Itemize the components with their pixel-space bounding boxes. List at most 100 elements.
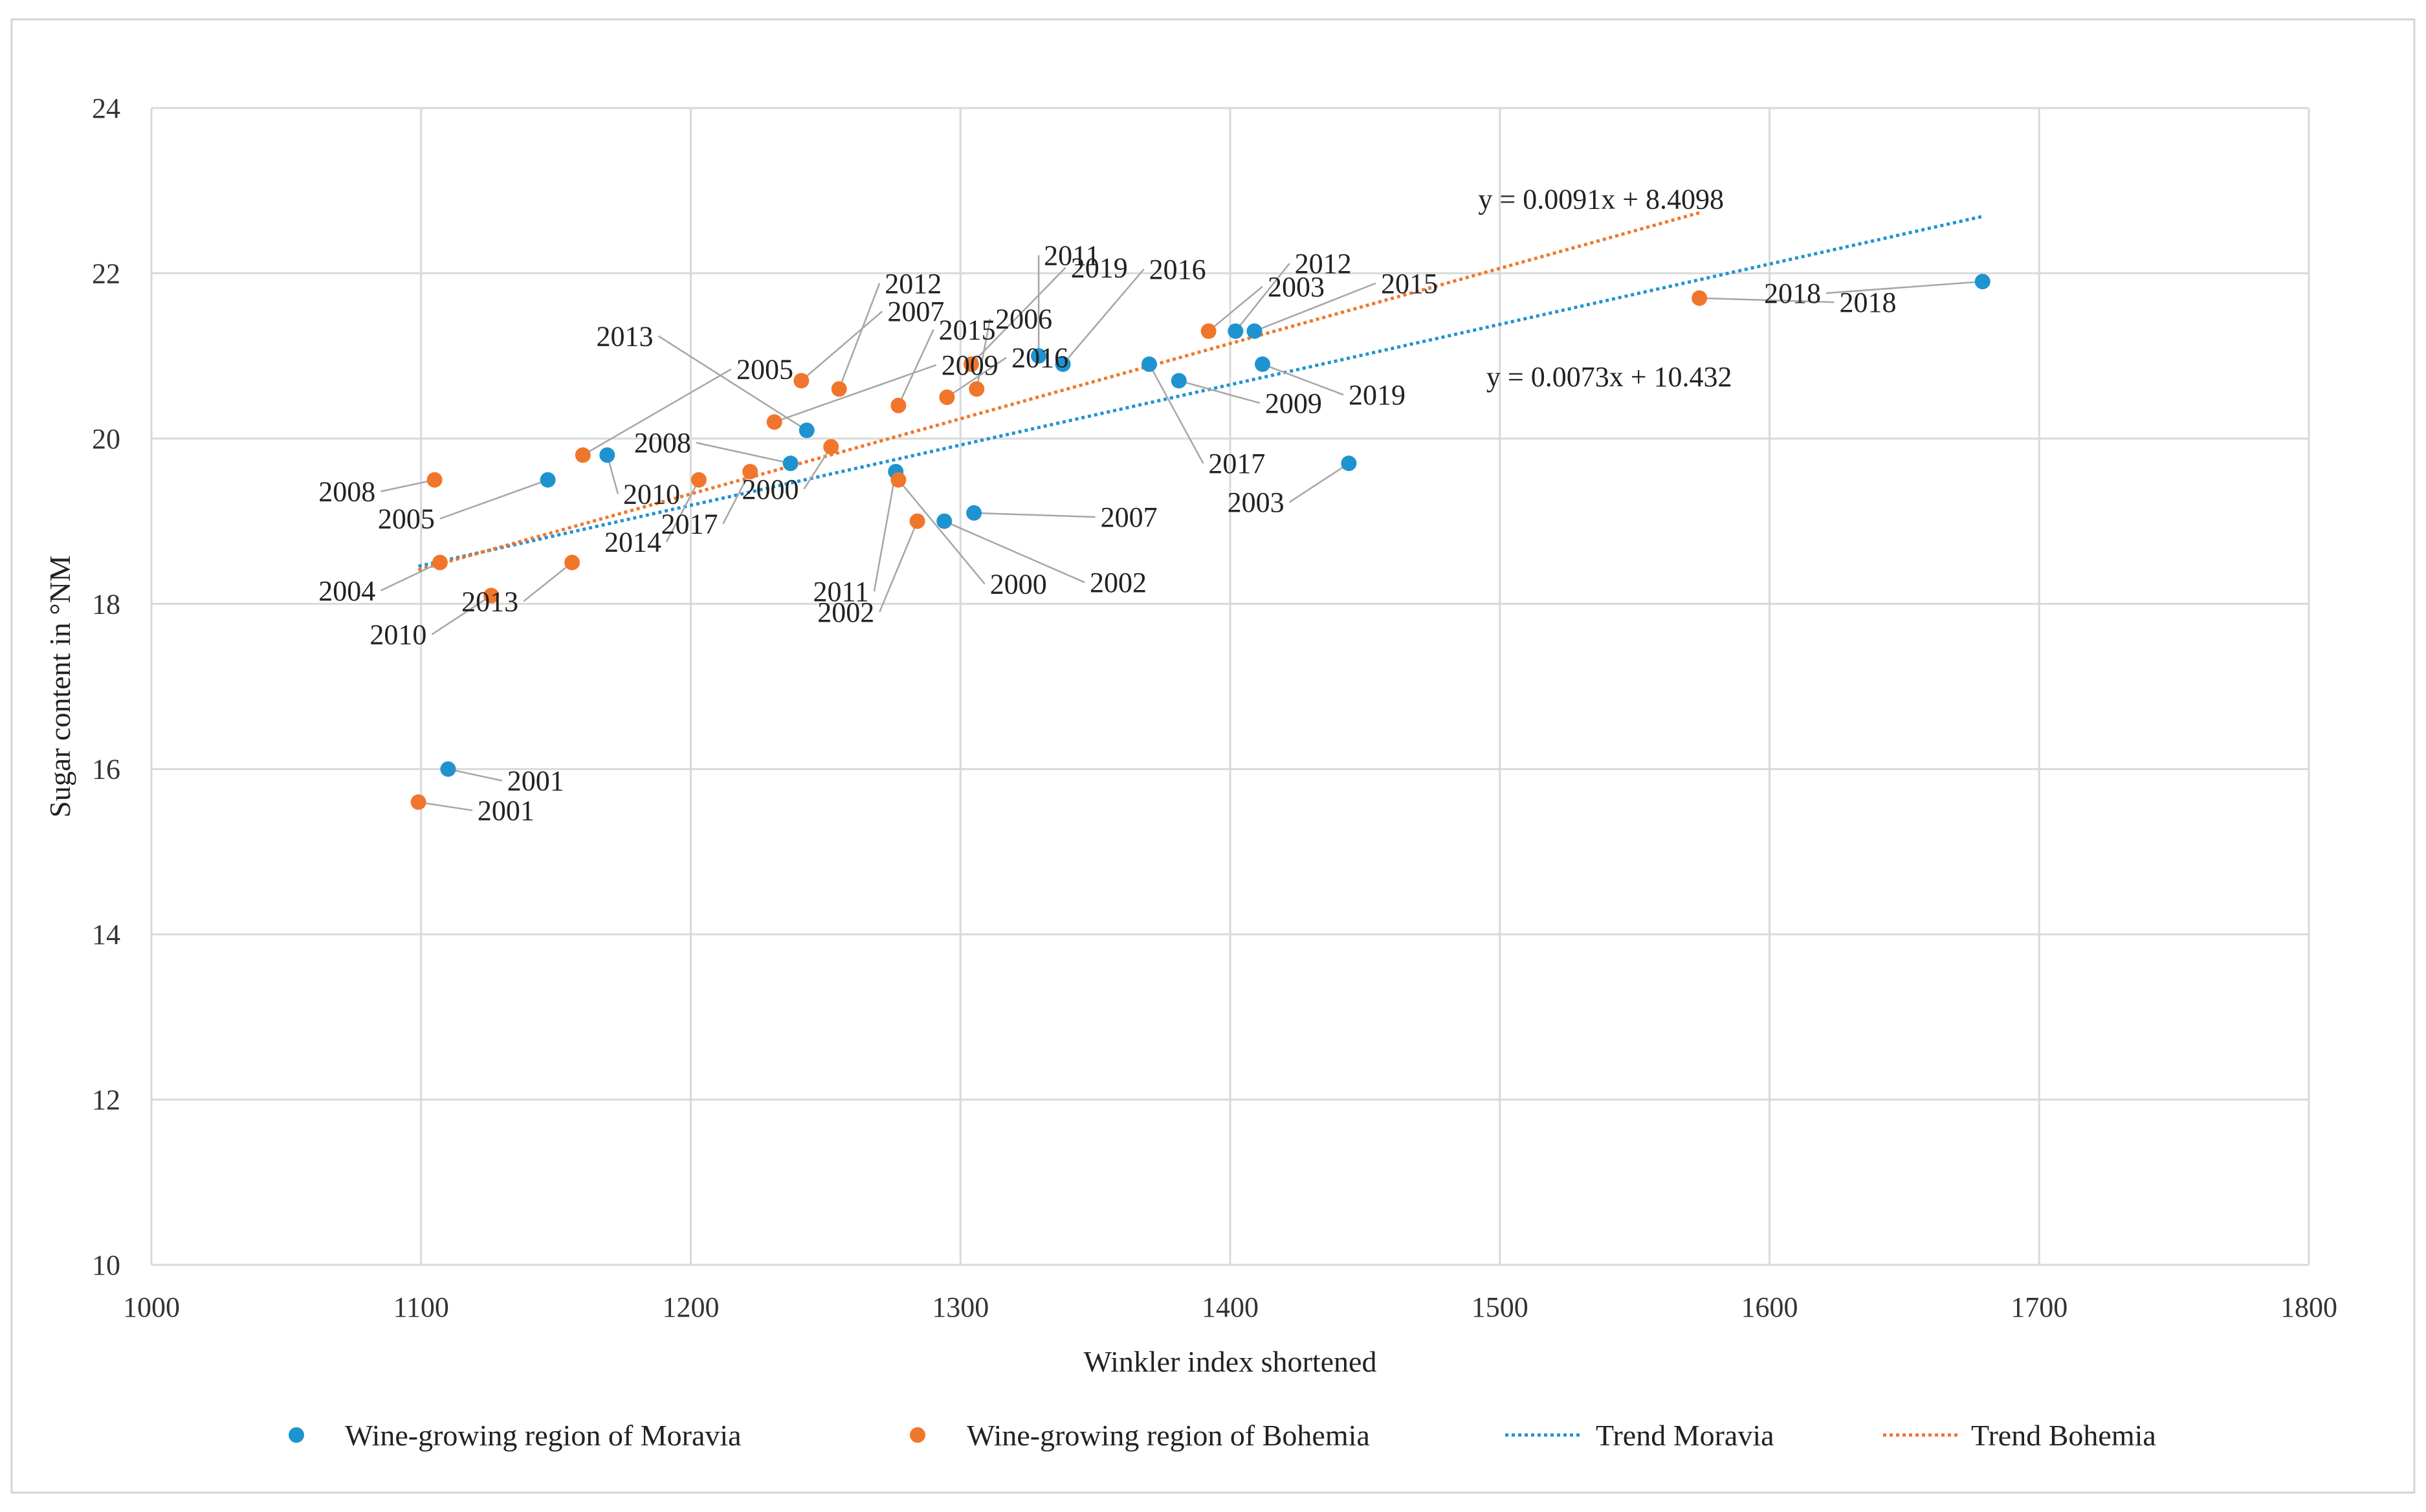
leader-line-moravia [1289,463,1350,503]
y-tick-label: 10 [92,1249,120,1281]
x-axis-title: Winkler index shortened [1084,1345,1377,1378]
x-tick-label: 1600 [1741,1291,1798,1323]
point-label-moravia: 2007 [1101,501,1158,533]
x-tick-label: 1400 [1202,1291,1259,1323]
leader-line-bohemia [898,329,934,406]
gridlines [150,107,2310,1266]
leader-line-bohemia [879,521,918,613]
leader-line-moravia [1148,364,1204,464]
point-label-bohemia: 2002 [817,597,874,628]
data-point-bohemia [564,554,580,571]
leader-line-bohemia [800,311,883,382]
point-label-bohemia: 2012 [885,268,942,300]
point-label-moravia: 2019 [1349,379,1406,411]
data-point-moravia [1141,356,1157,372]
leader-line-moravia [1825,280,1983,294]
point-label-bohemia: 2008 [318,476,375,508]
data-point-bohemia [963,356,979,372]
point-label-moravia: 2002 [1090,567,1147,598]
leader-line-bohemia [1207,285,1263,332]
point-label-bohemia: 2003 [1268,271,1325,303]
x-tick-label: 1700 [2011,1291,2068,1323]
point-label-moravia: 2017 [1208,448,1265,479]
point-label-bohemia: 2019 [1071,252,1128,283]
x-tick-label: 1200 [663,1291,720,1323]
data-point-moravia [440,761,456,777]
leader-line-moravia [873,471,897,592]
point-label-bohemia: 2009 [942,349,998,381]
data-point-moravia [1228,323,1244,339]
y-tick-label: 16 [92,754,120,785]
leader-line-moravia [1262,363,1344,396]
point-label-moravia: 2013 [596,320,653,352]
y-tick-label: 24 [92,93,120,124]
x-tick-label: 1000 [123,1291,180,1323]
data-point-bohemia [890,472,907,488]
leader-line-bohemia [946,356,1007,399]
point-label-moravia: 2015 [1381,268,1438,300]
leader-line-bohemia [380,479,435,492]
data-point-bohemia [426,472,443,488]
x-tick-label: 1100 [393,1291,449,1323]
point-label-bohemia: 2004 [318,575,375,607]
point-label-bohemia: 2015 [939,314,996,345]
legend: Wine-growing region of Moravia Wine-growi… [289,1419,2156,1452]
point-label-moravia: 2008 [634,427,691,459]
data-point-bohemia [793,373,810,389]
legend-label: Wine-growing region of Moravia [345,1419,742,1452]
data-point-moravia [1246,323,1263,339]
leader-line-bohemia [1699,297,1835,303]
data-point-bohemia [831,381,847,397]
data-points [410,274,1990,810]
point-label-moravia: 2001 [507,765,564,797]
leader-line-bohemia [722,471,751,524]
data-point-bohemia [410,794,426,810]
legend-marker-moravia [289,1427,304,1443]
data-point-moravia [1055,356,1071,372]
leader-line-moravia [448,768,503,782]
y-axis-title: Sugar content in °NM [43,555,76,818]
data-point-moravia [1341,455,1357,472]
point-label-bohemia: 2016 [1011,342,1068,374]
data-point-moravia [599,447,615,463]
point-label-moravia: 2003 [1228,487,1285,518]
legend-label: Wine-growing region of Bohemia [967,1419,1370,1452]
legend-marker-bohemia [910,1427,925,1443]
data-point-bohemia [432,554,448,571]
trend-equation-moravia: y = 0.0073x + 10.432 [1486,361,1732,393]
data-point-bohemia [890,397,907,413]
trend-equation-bohemia: y = 0.0091x + 8.4098 [1478,183,1724,215]
point-label-bohemia: 2000 [742,474,799,505]
leader-line-moravia [657,335,808,432]
data-point-moravia [1255,356,1271,372]
data-point-moravia [936,513,953,529]
chart-border [10,18,2416,1494]
leader-line-moravia [1178,380,1261,404]
data-point-moravia [1031,348,1047,364]
trendline-moravia [418,215,1983,568]
leader-line-bohemia [582,368,732,456]
x-tick-label: 1500 [1472,1291,1528,1323]
leader-line-moravia [696,442,791,465]
leader-line-bohemia [431,595,492,635]
point-label-moravia: 2016 [1149,254,1206,285]
leader-line-bohemia [380,562,441,591]
trendlines [417,211,1983,572]
point-label-bohemia: 2018 [1840,287,1897,318]
y-tick-label: 12 [92,1084,120,1116]
data-point-moravia [1171,373,1187,389]
leader-line-bohemia [898,479,986,585]
x-tick-label: 1300 [932,1291,989,1323]
leader-line-moravia [943,520,1085,584]
label-leader-lines [380,255,1983,811]
point-label-moravia: 2005 [378,503,435,535]
data-point-bohemia [691,472,707,488]
point-label-moravia: 2018 [1764,278,1821,309]
y-tick-label: 22 [92,257,120,289]
point-label-bohemia: 2001 [478,795,535,827]
point-label-moravia: 2011 [813,576,869,608]
data-point-moravia [1974,274,1990,290]
trend-equations: y = 0.0073x + 10.432 y = 0.0091x + 8.4098 [1478,183,1732,393]
y-tick-label: 14 [92,919,120,950]
